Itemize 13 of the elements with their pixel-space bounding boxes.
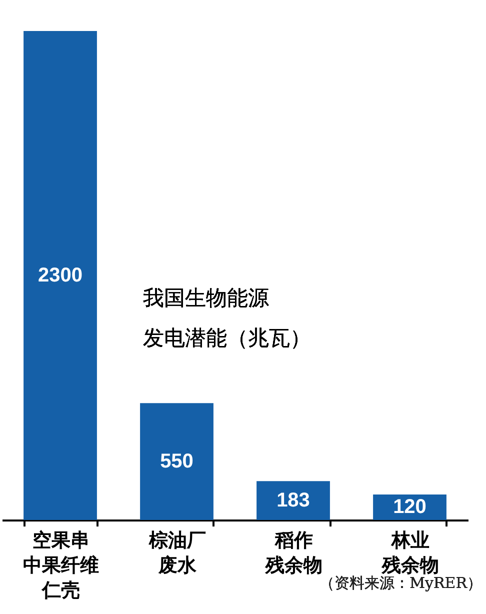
text: （资料来源：MyRER）	[320, 574, 482, 592]
x-tick-label: 林业残余物	[380, 530, 439, 576]
text: 我国生物能源发电潜能（兆瓦）	[143, 286, 311, 350]
x-tick-label: 稻作残余物	[264, 530, 322, 576]
bar	[24, 31, 97, 520]
bar	[140, 403, 214, 520]
x-tick-label: 空果串中果纤维仁壳	[22, 530, 99, 602]
x-tick-label: 棕油厂废水	[148, 530, 206, 576]
data-label: 120	[393, 496, 426, 518]
data-label: 2300	[38, 264, 82, 286]
bar	[256, 481, 330, 520]
data-label: 550	[160, 450, 194, 473]
data-label: 183	[276, 490, 310, 512]
